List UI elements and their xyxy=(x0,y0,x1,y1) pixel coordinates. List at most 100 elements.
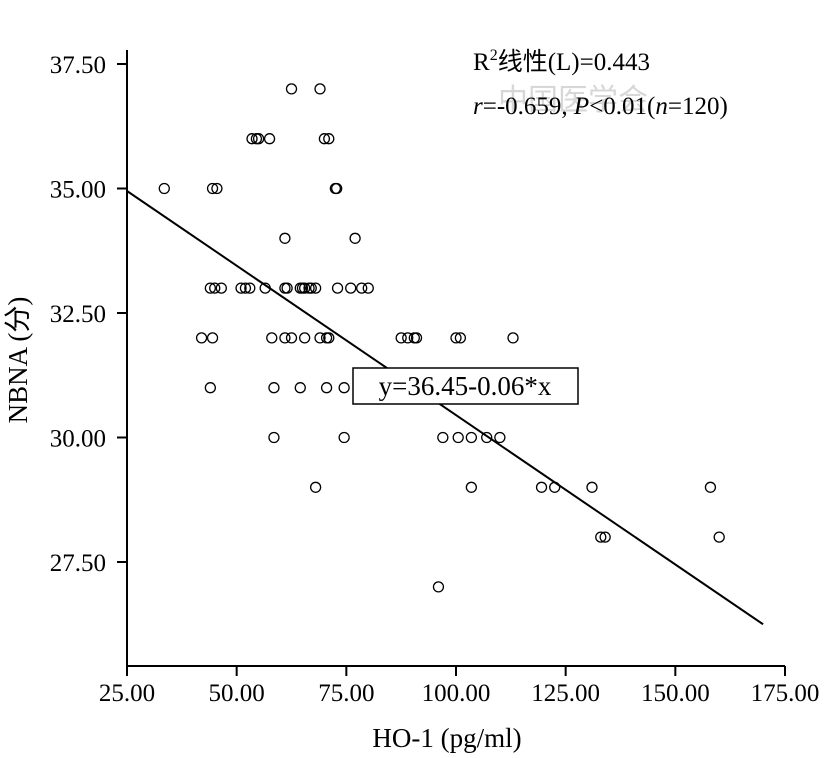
data-point xyxy=(252,133,265,145)
data-point xyxy=(586,481,598,493)
y-tick-label: 32.50 xyxy=(50,301,106,328)
x-axis-ticks: 25.00 50.00 75.00 100.00 125.00 150.00 175.00 xyxy=(99,666,820,707)
data-point xyxy=(195,332,208,344)
data-point xyxy=(338,431,350,444)
data-point xyxy=(437,431,449,444)
data-point xyxy=(704,481,717,493)
x-tick-label: 25.00 xyxy=(99,680,155,707)
equation-text: y=36.45-0.06*x xyxy=(379,371,552,401)
data-point xyxy=(244,282,256,294)
data-point xyxy=(215,282,227,294)
data-point xyxy=(549,481,561,493)
data-point xyxy=(204,282,216,294)
data-point xyxy=(158,182,170,195)
x-tick-label: 50.00 xyxy=(209,680,265,707)
data-point xyxy=(246,133,258,145)
data-point xyxy=(450,332,462,344)
p-value: <0.01( xyxy=(589,93,655,120)
data-point xyxy=(323,133,335,145)
r-value: =-0.659, xyxy=(483,93,574,120)
data-point xyxy=(285,332,298,344)
data-point xyxy=(349,232,361,244)
data-point xyxy=(395,332,407,344)
r-symbol: r xyxy=(473,93,483,120)
data-point xyxy=(305,282,317,294)
data-point xyxy=(235,282,247,294)
data-point xyxy=(204,382,216,394)
equation-label: y=36.45-0.06*x xyxy=(352,367,579,405)
y-tick-label: 27.50 xyxy=(50,550,106,577)
data-point xyxy=(266,332,278,344)
data-point xyxy=(206,332,219,344)
data-point xyxy=(362,282,374,294)
n-value: =120) xyxy=(668,93,728,120)
data-point xyxy=(465,481,478,493)
data-point xyxy=(294,382,306,394)
data-point xyxy=(314,332,326,344)
y-tick-label: 30.00 xyxy=(50,426,106,453)
data-point xyxy=(268,382,280,394)
data-point xyxy=(454,332,467,344)
data-point xyxy=(279,332,291,344)
data-point xyxy=(713,531,725,543)
x-tick-label: 100.00 xyxy=(422,680,491,707)
data-point xyxy=(281,282,293,294)
r2-text: 线性(L)=0.443 xyxy=(498,48,650,76)
data-point xyxy=(309,282,322,294)
data-point xyxy=(535,481,548,493)
data-point xyxy=(408,332,420,344)
data-point xyxy=(299,282,311,294)
data-point xyxy=(259,282,271,294)
x-axis-title: HO-1 (pg/ml) xyxy=(372,723,521,753)
data-point xyxy=(494,431,506,444)
data-point xyxy=(209,282,221,294)
r2-prefix: R xyxy=(473,49,490,76)
data-point xyxy=(309,481,322,493)
data-point xyxy=(338,382,350,394)
p-symbol: P xyxy=(573,93,589,120)
data-point xyxy=(279,282,291,294)
data-point xyxy=(402,332,414,344)
y-tick-label: 35.00 xyxy=(50,177,106,204)
data-point xyxy=(318,133,331,145)
n-symbol: n xyxy=(655,93,668,120)
data-point xyxy=(452,431,464,444)
data-point xyxy=(595,531,607,543)
data-point xyxy=(465,431,478,444)
data-point xyxy=(331,182,343,195)
data-point xyxy=(356,282,368,294)
regression-line xyxy=(126,190,764,626)
y-tick-label: 37.50 xyxy=(50,52,106,79)
data-point xyxy=(345,282,357,294)
x-tick-label: 150.00 xyxy=(641,680,710,707)
data-point xyxy=(410,332,423,344)
data-point xyxy=(599,531,611,543)
data-point xyxy=(481,431,493,444)
axes xyxy=(126,50,785,667)
watermark-text: 中国医学会 xyxy=(498,83,648,118)
data-point xyxy=(279,232,291,244)
data-points xyxy=(158,83,725,593)
stats-annotation: r=-0.659, P<0.01(n=120) xyxy=(473,93,728,120)
y-axis-ticks: 27.50 30.00 32.50 35.00 37.50 xyxy=(50,52,127,577)
data-point xyxy=(432,581,445,593)
data-point xyxy=(263,133,276,145)
r-squared-annotation: R2线性(L)=0.443 xyxy=(473,47,650,76)
data-point xyxy=(320,382,333,394)
data-point xyxy=(323,332,335,344)
x-tick-label: 125.00 xyxy=(531,680,600,707)
data-point xyxy=(285,83,298,95)
data-point xyxy=(299,332,311,344)
data-point xyxy=(268,431,280,444)
data-point xyxy=(211,182,223,195)
equation-box xyxy=(352,367,579,405)
x-tick-label: 75.00 xyxy=(318,680,374,707)
data-point xyxy=(507,332,519,344)
x-tick-label: 175.00 xyxy=(751,680,820,707)
r2-superscript: 2 xyxy=(490,47,498,64)
data-point xyxy=(320,332,333,344)
y-axis-title: NBNA (分) xyxy=(3,297,33,424)
data-point xyxy=(206,182,219,195)
data-point xyxy=(314,83,326,95)
